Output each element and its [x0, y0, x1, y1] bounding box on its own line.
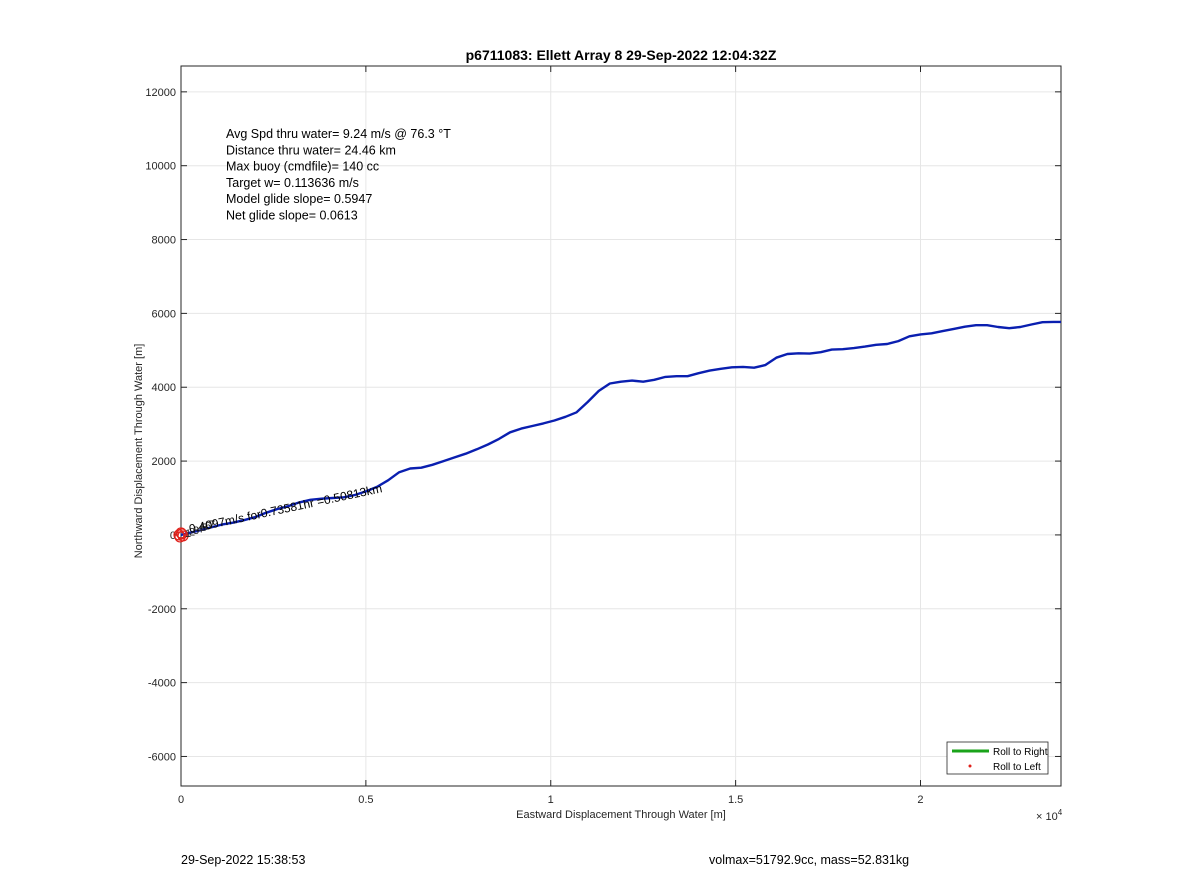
grid — [180, 66, 1061, 786]
y-tick-label: 0 — [170, 530, 176, 542]
annotation-model-glide-slope: Model glide slope= 0.5947 — [226, 192, 372, 206]
y-tick-label: 4000 — [152, 382, 176, 394]
legend-label-roll-right: Roll to Right — [993, 747, 1048, 758]
y-tick-label: 8000 — [152, 235, 176, 247]
dive-number-label: 5 — [201, 522, 207, 534]
dive-number-label: 6 — [205, 520, 211, 532]
annotation-max-buoy: Max buoy (cmdfile)= 140 cc — [226, 160, 379, 174]
x-axis-exponent: × 104 — [1036, 808, 1063, 823]
y-tick-label: -6000 — [148, 751, 176, 763]
legend-swatch-roll-left — [968, 764, 972, 768]
track-line — [180, 320, 1061, 537]
dive-number-label: 4 — [197, 523, 203, 535]
footer-timestamp: 29-Sep-2022 15:38:53 — [181, 853, 306, 867]
dive-number-label: 2 — [189, 526, 195, 538]
origin-marker — [175, 527, 187, 539]
y-tick-label: 6000 — [152, 308, 176, 320]
y-tick-label: 10000 — [145, 161, 176, 173]
chart-title: p6711083: Ellett Array 8 29-Sep-2022 12:… — [466, 47, 777, 63]
y-tick-label: 12000 — [145, 87, 176, 99]
dive-number-label: 7 — [209, 519, 215, 531]
origin-marker — [174, 531, 186, 543]
axis-ticks: 0 0.5 1 1.5 2 -6000 -4000 -2000 0 2000 4000 6000 800… — [145, 66, 1061, 806]
annotation-distance: Distance thru water= 24.46 km — [226, 143, 396, 157]
x-exponent-base: × 10 — [1036, 811, 1058, 823]
dive-number-label: 3 — [193, 525, 199, 537]
annotation-block: Avg Spd thru water= 9.24 m/s @ 76.3 °T D… — [226, 127, 451, 223]
series-layer — [180, 320, 1061, 537]
y-tick-label: -2000 — [148, 604, 176, 616]
origin-marker — [176, 528, 188, 540]
legend: Roll to Right Roll to Left — [946, 741, 1049, 775]
legend-label-roll-left: Roll to Left — [993, 762, 1041, 773]
footer-volmax-mass: volmax=51792.9cc, mass=52.831kg — [709, 853, 910, 867]
x-tick-label: 2 — [917, 794, 923, 806]
x-tick-label: 0 — [178, 794, 184, 806]
dive-number-label: 1 — [185, 528, 191, 540]
segment-annotation: 0.4097m/s for0.73581hr =0.50813km — [188, 481, 384, 536]
y-tick-label: 2000 — [152, 456, 176, 468]
y-axis-label: Northward Displacement Through Water [m] — [133, 344, 145, 559]
x-tick-label: 1 — [548, 794, 554, 806]
x-tick-label: 1.5 — [728, 794, 743, 806]
annotation-net-glide-slope: Net glide slope= 0.0613 — [226, 209, 358, 223]
annotation-avg-speed: Avg Spd thru water= 9.24 m/s @ 76.3 °T — [226, 127, 451, 141]
x-exponent-power: 4 — [1058, 808, 1063, 817]
x-axis-label: Eastward Displacement Through Water [m] — [516, 809, 726, 821]
x-tick-label: 0.5 — [358, 794, 373, 806]
legend-box — [946, 741, 1049, 775]
annotation-target-w: Target w= 0.113636 m/s — [226, 176, 359, 190]
y-tick-label: -4000 — [148, 678, 176, 690]
plot-frame — [180, 65, 1062, 787]
